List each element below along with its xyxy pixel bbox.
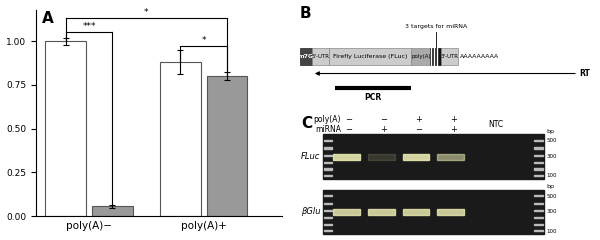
Bar xyxy=(403,209,430,215)
Bar xyxy=(46,41,86,216)
Bar xyxy=(323,134,544,179)
Bar xyxy=(324,203,332,204)
Bar xyxy=(535,155,542,156)
Text: +: + xyxy=(415,115,422,125)
Text: bp: bp xyxy=(547,129,554,134)
Text: 3 targets for miRNA: 3 targets for miRNA xyxy=(404,24,467,29)
Bar xyxy=(535,140,542,141)
Text: RT: RT xyxy=(580,69,590,78)
Text: −: − xyxy=(346,115,352,125)
Bar xyxy=(535,175,542,176)
Bar xyxy=(430,48,441,65)
Bar xyxy=(412,48,430,65)
Text: ***: *** xyxy=(82,22,96,30)
Text: 500: 500 xyxy=(547,138,557,143)
Bar xyxy=(324,217,332,218)
Text: m7G: m7G xyxy=(298,54,314,59)
Bar xyxy=(535,230,542,231)
Bar xyxy=(160,62,200,216)
Text: −: − xyxy=(415,125,422,134)
Bar xyxy=(324,140,332,141)
Bar xyxy=(324,230,332,231)
Bar xyxy=(535,195,542,196)
Bar xyxy=(324,195,332,196)
Text: FLuc: FLuc xyxy=(301,152,320,161)
Text: A: A xyxy=(42,11,53,26)
Text: 300: 300 xyxy=(547,154,557,158)
Bar xyxy=(324,147,332,149)
Bar xyxy=(324,168,332,170)
Bar xyxy=(333,209,360,215)
Text: *: * xyxy=(144,8,149,17)
Text: B: B xyxy=(300,6,311,21)
Bar xyxy=(206,76,247,216)
Text: +: + xyxy=(450,125,457,134)
Bar xyxy=(441,48,458,65)
Text: 3'-UTR: 3'-UTR xyxy=(440,54,458,59)
Bar xyxy=(535,203,542,204)
Text: +: + xyxy=(450,115,457,125)
Bar xyxy=(403,154,430,160)
Text: bp: bp xyxy=(547,184,554,189)
Bar xyxy=(324,210,332,211)
Text: −: − xyxy=(380,115,387,125)
Bar xyxy=(535,224,542,225)
Text: PCR: PCR xyxy=(364,93,381,102)
Text: miRNA: miRNA xyxy=(315,125,341,134)
Bar xyxy=(333,154,360,160)
Bar xyxy=(300,48,312,65)
Bar xyxy=(368,209,395,215)
Text: 100: 100 xyxy=(547,229,557,234)
Bar xyxy=(368,154,395,160)
Bar xyxy=(324,175,332,176)
Bar xyxy=(92,206,133,216)
Text: 500: 500 xyxy=(547,194,557,198)
Bar xyxy=(437,154,464,160)
Text: 300: 300 xyxy=(547,209,557,214)
Bar xyxy=(535,162,542,163)
Bar xyxy=(329,48,412,65)
Bar xyxy=(437,209,464,215)
Text: poly(A): poly(A) xyxy=(314,115,341,125)
Bar xyxy=(535,147,542,149)
Bar xyxy=(312,48,329,65)
Bar xyxy=(324,162,332,163)
Text: C: C xyxy=(302,116,313,131)
Text: 5'-UTR: 5'-UTR xyxy=(311,54,329,59)
Text: AAAAAAAAA: AAAAAAAAA xyxy=(460,54,499,59)
Bar xyxy=(535,210,542,211)
Text: 100: 100 xyxy=(547,174,557,178)
Bar xyxy=(535,168,542,170)
Text: *: * xyxy=(201,36,206,45)
Text: Firefly Luciferase (FLuc): Firefly Luciferase (FLuc) xyxy=(333,54,407,59)
Text: poly(A): poly(A) xyxy=(411,54,431,59)
Bar xyxy=(535,217,542,218)
Text: −: − xyxy=(346,125,352,134)
Bar xyxy=(324,155,332,156)
Text: NTC: NTC xyxy=(488,120,503,129)
Bar xyxy=(324,224,332,225)
Text: +: + xyxy=(380,125,387,134)
Text: βGlu: βGlu xyxy=(301,207,320,216)
Bar xyxy=(323,190,544,234)
